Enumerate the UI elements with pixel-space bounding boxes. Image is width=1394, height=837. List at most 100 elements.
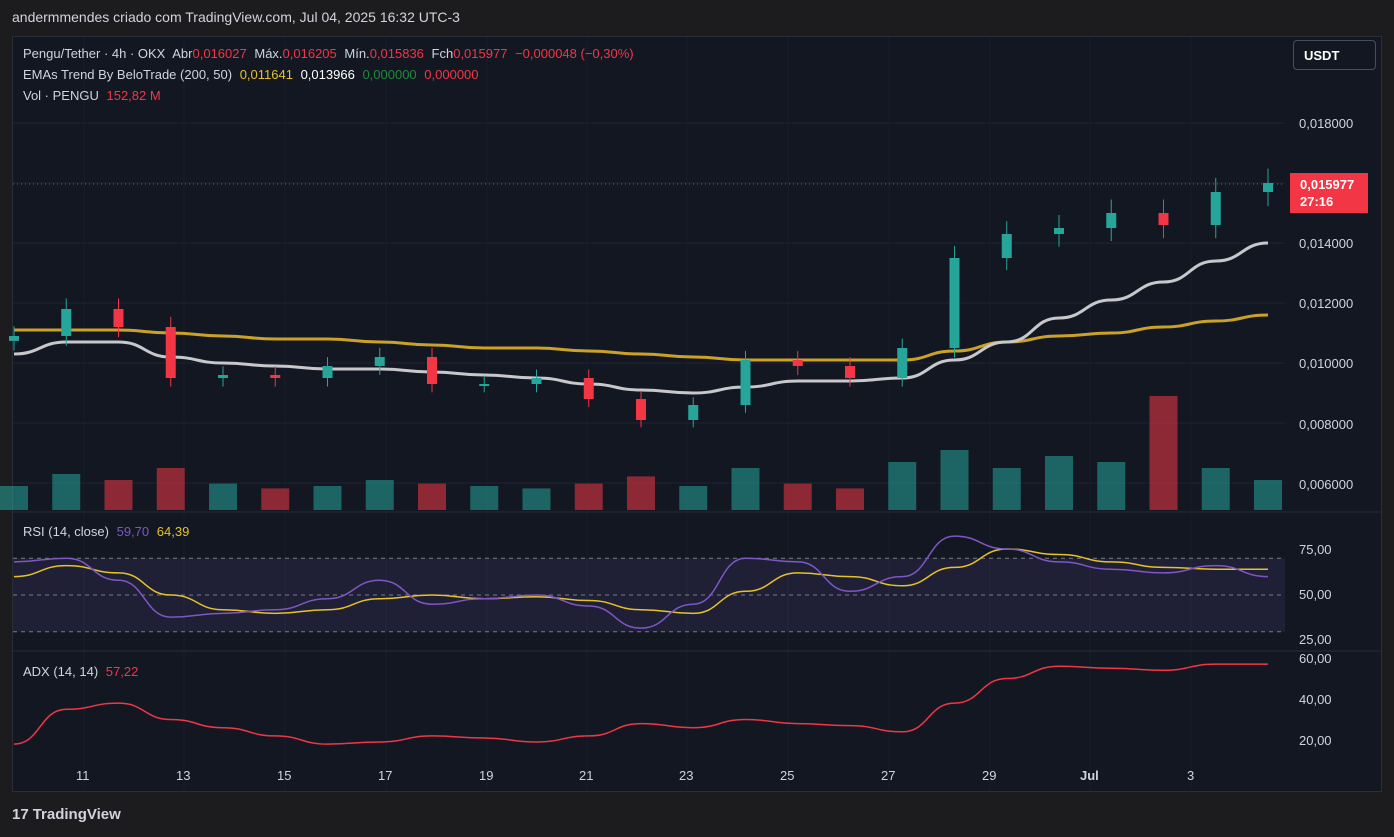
candle-body — [1210, 192, 1221, 225]
volume-bar — [888, 462, 917, 510]
price-axis-label: 0,008000 — [1299, 417, 1354, 432]
rsi-band — [13, 558, 1285, 632]
candle-body — [1263, 183, 1273, 192]
export-header: andermmendes criado com TradingView.com,… — [12, 9, 460, 25]
rsi-line — [13, 535, 1269, 629]
tradingview-brand[interactable]: 17 TradingView — [12, 806, 121, 823]
tradingview-logo-icon: 17 — [12, 806, 29, 823]
ema-value-4: 0,000000 — [424, 67, 479, 82]
candle-body — [165, 327, 176, 378]
candle-countdown: 27:16 — [1300, 194, 1334, 209]
low-value: 0,015836 — [369, 46, 424, 61]
candle-body — [479, 384, 490, 386]
volume-bar — [313, 486, 342, 510]
symbol-label[interactable]: Pengu/Tether · 4h · OKX — [23, 46, 166, 61]
ema-name: EMAs Trend By BeloTrade (200, 50) — [23, 67, 233, 82]
time-axis-label: 21 — [579, 768, 594, 783]
adx-legend[interactable]: ADX (14, 14) 57,22 — [23, 664, 142, 679]
ema-200-line — [14, 313, 1269, 362]
candle-body — [1158, 213, 1169, 225]
open-value: 0,016027 — [192, 46, 247, 61]
rsi-axis-label: 25,00 — [1299, 632, 1332, 647]
time-axis-label: 17 — [378, 768, 393, 783]
last-price-value: 0,015977 — [1300, 177, 1355, 192]
volume-bar — [836, 488, 864, 510]
brand-name: TradingView — [32, 806, 121, 823]
adx-axis-label: 40,00 — [1299, 692, 1332, 707]
volume-bar — [418, 483, 446, 510]
volume-bar — [261, 488, 290, 510]
ema-value-2: 0,013966 — [300, 67, 355, 82]
currency-button[interactable]: USDT — [1293, 40, 1376, 70]
candle-body — [1001, 234, 1012, 258]
rsi-axis-label: 75,00 — [1299, 542, 1332, 557]
candle-body — [792, 360, 803, 366]
volume-bar — [209, 483, 237, 510]
rsi-axis-label: 50,00 — [1299, 587, 1332, 602]
ema-value-3: 0,000000 — [362, 67, 417, 82]
volume-bar — [731, 468, 760, 510]
candle-body — [322, 366, 333, 378]
price-axis-label: 0,006000 — [1299, 477, 1354, 492]
time-axis-label: 25 — [780, 768, 795, 783]
ema-value-1: 0,011641 — [239, 67, 293, 82]
time-axis-label: 29 — [982, 768, 997, 783]
volume-legend[interactable]: Vol · PENGU 152,82 M — [23, 88, 165, 103]
candle-body — [270, 375, 281, 378]
volume-bar — [679, 486, 708, 510]
ema-legend[interactable]: EMAs Trend By BeloTrade (200, 50) 0,0116… — [23, 67, 483, 82]
volume-bar — [156, 468, 185, 510]
candle-body — [218, 375, 228, 378]
volume-bar — [0, 486, 28, 510]
volume-name: Vol · PENGU — [23, 88, 99, 103]
price-axis-label: 0,018000 — [1299, 116, 1354, 131]
time-axis-label: 13 — [176, 768, 191, 783]
change-value: −0,000048 (−0,30%) — [515, 46, 634, 61]
candle-body — [688, 405, 699, 420]
adx-line — [13, 663, 1268, 745]
time-axis-label: 19 — [479, 768, 494, 783]
candle-body — [9, 336, 19, 341]
close-label: Fch — [431, 46, 454, 61]
ema-50-line — [13, 241, 1269, 395]
adx-axis-label: 20,00 — [1299, 733, 1332, 748]
volume-bar — [1201, 468, 1230, 510]
time-axis-label: 15 — [277, 768, 292, 783]
candle-body — [740, 360, 751, 405]
candle-body — [61, 309, 72, 336]
candle-body — [531, 378, 542, 384]
last-price-label: 0,015977 27:16 — [1290, 173, 1368, 213]
price-axis-label: 0,014000 — [1299, 236, 1354, 251]
candle-body — [374, 357, 385, 366]
rsi-ma-value: 64,39 — [156, 524, 190, 539]
main-legend: Pengu/Tether · 4h · OKX Abr0,016027 Máx.… — [23, 46, 638, 61]
volume-bar — [104, 480, 133, 510]
time-axis-label: 3 — [1187, 768, 1195, 783]
candle-body — [845, 366, 855, 378]
price-axis-label: 0,012000 — [1299, 296, 1354, 311]
high-label: Máx. — [254, 46, 283, 61]
volume-value: 152,82 M — [106, 88, 161, 103]
volume-bar — [52, 474, 81, 510]
candle-body — [1106, 213, 1117, 228]
candle-body — [583, 378, 594, 399]
time-axis-label: 27 — [881, 768, 896, 783]
candle-body — [897, 348, 908, 378]
volume-bar — [1045, 456, 1073, 510]
volume-bar — [940, 450, 969, 510]
volume-bar — [627, 476, 655, 510]
time-axis-label: Jul — [1080, 768, 1099, 783]
volume-bar — [1097, 462, 1126, 510]
candle-body — [427, 357, 437, 384]
volume-bar — [470, 486, 499, 510]
volume-bar — [992, 468, 1021, 510]
price-axis-label: 0,010000 — [1299, 356, 1354, 371]
rsi-legend[interactable]: RSI (14, close) 59,70 64,39 — [23, 524, 193, 539]
candle-body — [949, 258, 960, 348]
volume-bar — [1149, 396, 1178, 510]
rsi-ma-line — [13, 548, 1268, 615]
rsi-name: RSI (14, close) — [23, 524, 109, 539]
volume-bar — [783, 483, 812, 510]
volume-bar — [1254, 480, 1282, 510]
